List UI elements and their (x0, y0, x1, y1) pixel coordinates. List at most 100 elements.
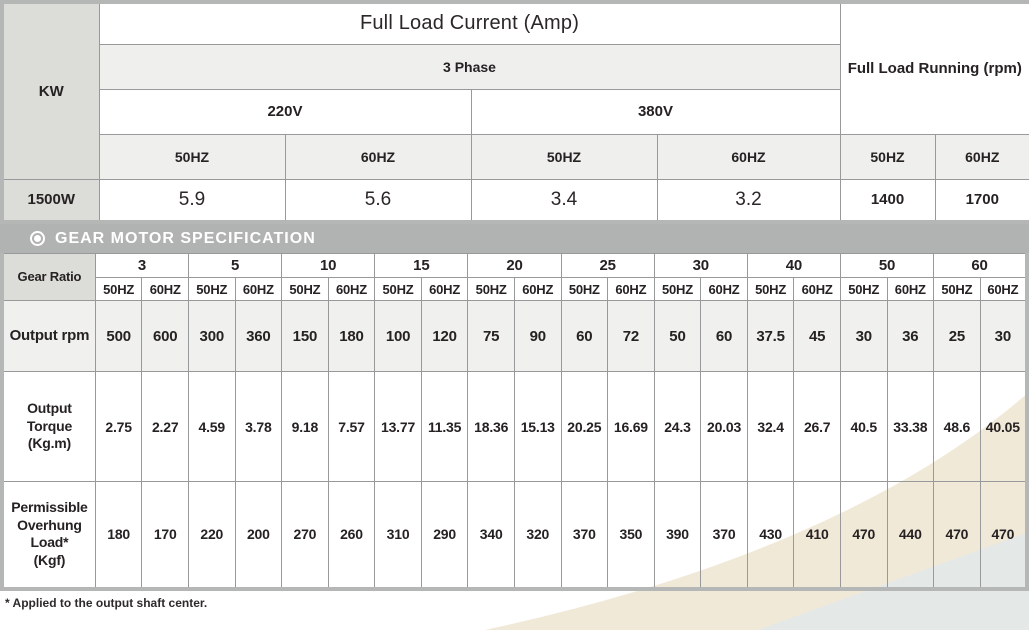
hz-header-cell: 60HZ (284, 133, 472, 180)
hz-header-cell: 50HZ (187, 277, 236, 301)
hz-header-cell: 60HZ (934, 133, 1029, 180)
overhung-load-label-cell: Permissible Overhung Load* (Kgf) (1, 481, 96, 589)
output-rpm-value-cell: 72 (607, 300, 655, 372)
output-rpm-value-cell: 360 (234, 300, 283, 372)
overhung-load-value-cell: 170 (141, 481, 189, 589)
output-torque-value-cell: 40.05 (979, 371, 1028, 482)
kw-value-cell: 1500W (1, 178, 100, 223)
ratio-header-cell: 60 (933, 253, 1028, 278)
output-torque-value-cell: 48.6 (933, 371, 981, 482)
output-torque-label-cell: Output Torque (Kg.m) (1, 371, 96, 482)
current-value-cell: 3.2 (656, 178, 841, 223)
table-row: KW Full Load Current (Amp) Full Load Run… (1, 1, 1029, 180)
output-torque-value-cell: 9.18 (281, 371, 329, 482)
output-torque-value-cell: 20.03 (700, 371, 748, 482)
full-load-running-header-cell: Full Load Running (rpm) (839, 1, 1029, 135)
bullseye-icon (30, 231, 45, 246)
output-torque-value-cell: 4.59 (187, 371, 236, 482)
phase-header-cell: 3 Phase (98, 43, 841, 90)
kw-header-cell: KW (1, 1, 100, 180)
hz-header-cell: 50HZ (467, 277, 515, 301)
hz-header-cell: 50HZ (470, 133, 658, 180)
gear-motor-spec-table: Gear Ratio 3 5 10 15 20 25 30 40 50 60 5… (0, 253, 1029, 591)
ratio-header-cell: 3 (94, 253, 189, 278)
ratio-header-cell: 15 (374, 253, 469, 278)
hz-header-cell: 60HZ (607, 277, 655, 301)
overhung-load-value-cell: 430 (746, 481, 795, 589)
overhung-load-value-cell: 180 (94, 481, 143, 589)
output-rpm-value-cell: 37.5 (746, 300, 795, 372)
output-torque-value-cell: 2.75 (94, 371, 143, 482)
output-torque-value-cell: 3.78 (234, 371, 283, 482)
hz-header-cell: 50HZ (746, 277, 795, 301)
output-torque-value-cell: 15.13 (513, 371, 562, 482)
hz-header-cell: 60HZ (793, 277, 841, 301)
gear-ratio-row: Gear Ratio 3 5 10 15 20 25 30 40 50 60 (1, 253, 1028, 301)
ratio-header-cell: 40 (746, 253, 841, 278)
output-rpm-value-cell: 180 (327, 300, 376, 372)
overhung-load-value-cell: 270 (281, 481, 329, 589)
section-title: GEAR MOTOR SPECIFICATION (55, 229, 316, 247)
output-rpm-value-cell: 600 (141, 300, 189, 372)
overhung-load-row: Permissible Overhung Load* (Kgf) 180 170… (1, 481, 1028, 589)
output-rpm-value-cell: 45 (793, 300, 841, 372)
output-rpm-value-cell: 75 (467, 300, 515, 372)
current-value-cell: 5.9 (98, 178, 286, 223)
hz-header-cell: 50HZ (281, 277, 329, 301)
overhung-load-value-cell: 390 (653, 481, 702, 589)
overhung-load-value-cell: 260 (327, 481, 376, 589)
gear-ratio-label-cell: Gear Ratio (1, 253, 96, 301)
hz-header-cell: 50HZ (839, 277, 888, 301)
hz-header-cell: 50HZ (933, 277, 981, 301)
section-header-band: GEAR MOTOR SPECIFICATION (0, 224, 1029, 253)
overhung-load-value-cell: 410 (793, 481, 841, 589)
overhung-load-value-cell: 470 (933, 481, 981, 589)
overhung-load-value-cell: 220 (187, 481, 236, 589)
output-torque-value-cell: 16.69 (607, 371, 655, 482)
output-rpm-row: Output rpm 500 600 300 360 150 180 100 1… (1, 300, 1028, 372)
overhung-load-value-cell: 340 (467, 481, 515, 589)
output-rpm-value-cell: 90 (513, 300, 562, 372)
table-row: 220V 380V (2, 88, 1029, 135)
overhung-load-value-cell: 320 (513, 481, 562, 589)
output-rpm-value-cell: 36 (886, 300, 935, 372)
output-rpm-value-cell: 300 (187, 300, 236, 372)
footnote-text: * Applied to the output shaft center. (5, 595, 208, 610)
hz-header-cell: 50HZ (374, 277, 422, 301)
output-rpm-value-cell: 50 (653, 300, 702, 372)
hz-header-cell: 60HZ (979, 277, 1028, 301)
output-rpm-value-cell: 60 (560, 300, 609, 372)
current-value-cell: 3.4 (470, 178, 658, 223)
running-rpm-value-cell: 1400 (839, 178, 936, 223)
hz-header-cell: 60HZ (886, 277, 935, 301)
voltage-220-header-cell: 220V (98, 88, 472, 135)
output-rpm-value-cell: 150 (281, 300, 329, 372)
full-load-current-table: KW Full Load Current (Amp) Full Load Run… (0, 0, 1029, 224)
output-rpm-value-cell: 60 (700, 300, 748, 372)
hz-header-cell: 60HZ (700, 277, 748, 301)
table-row: 1500W 5.9 5.6 3.4 3.2 1400 1700 (1, 178, 1029, 223)
output-torque-value-cell: 11.35 (420, 371, 469, 482)
gear-hz-row: 50HZ 60HZ 50HZ 60HZ 50HZ 60HZ 50HZ 60HZ … (2, 277, 1028, 301)
output-torque-value-cell: 32.4 (746, 371, 795, 482)
current-value-cell: 5.6 (284, 178, 472, 223)
overhung-load-value-cell: 470 (839, 481, 888, 589)
overhung-load-value-cell: 470 (979, 481, 1028, 589)
running-rpm-value-cell: 1700 (934, 178, 1029, 223)
ratio-header-cell: 30 (653, 253, 748, 278)
hz-header-cell: 50HZ (98, 133, 286, 180)
hz-header-cell: 60HZ (656, 133, 841, 180)
overhung-load-value-cell: 440 (886, 481, 935, 589)
output-torque-value-cell: 13.77 (374, 371, 422, 482)
overhung-load-value-cell: 370 (700, 481, 748, 589)
output-rpm-value-cell: 30 (839, 300, 888, 372)
output-rpm-value-cell: 30 (979, 300, 1028, 372)
hz-header-cell: 60HZ (420, 277, 469, 301)
hz-header-cell: 50HZ (94, 277, 143, 301)
full-load-current-title-cell: Full Load Current (Amp) (98, 1, 841, 45)
ratio-header-cell: 10 (281, 253, 376, 278)
hz-header-cell: 50HZ (653, 277, 702, 301)
output-rpm-value-cell: 100 (374, 300, 422, 372)
